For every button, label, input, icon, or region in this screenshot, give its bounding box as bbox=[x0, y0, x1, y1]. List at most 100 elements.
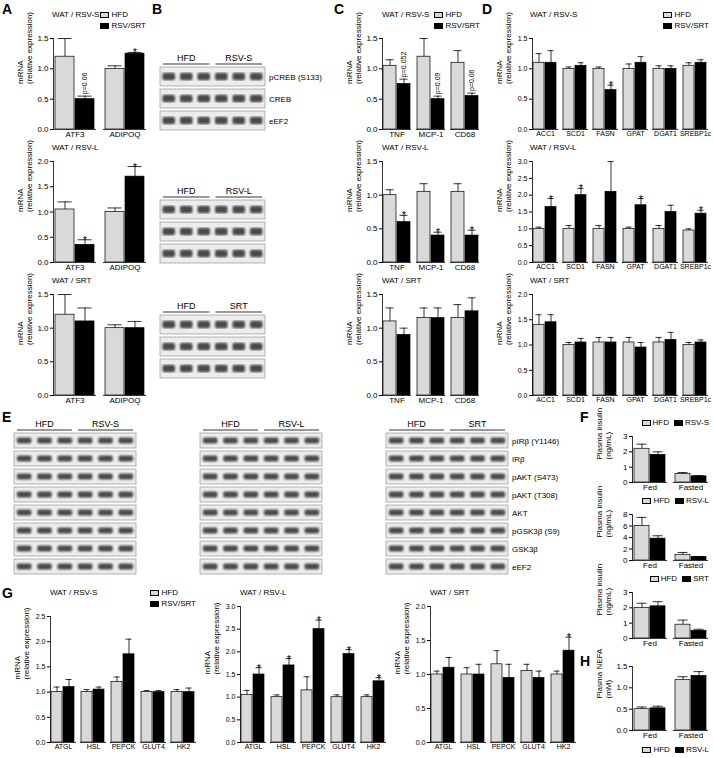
svg-text:HK2: HK2 bbox=[367, 743, 381, 750]
svg-text:0.5: 0.5 bbox=[616, 705, 628, 714]
svg-text:F: F bbox=[580, 409, 589, 425]
svg-text:*: * bbox=[377, 672, 382, 684]
svg-text:0: 0 bbox=[623, 634, 628, 643]
svg-text:GPAT: GPAT bbox=[626, 396, 645, 403]
svg-text:RSV-L: RSV-L bbox=[278, 419, 304, 429]
svg-text:Plasma NEFA(mM): Plasma NEFA(mM) bbox=[595, 648, 613, 698]
svg-text:IRβ: IRβ bbox=[512, 455, 525, 464]
svg-text:TNF: TNF bbox=[389, 130, 405, 139]
svg-text:0.0: 0.0 bbox=[366, 258, 378, 267]
svg-text:HFD: HFD bbox=[221, 419, 240, 429]
svg-text:*: * bbox=[579, 182, 584, 194]
svg-text:Fasted: Fasted bbox=[679, 731, 703, 740]
svg-text:FASN: FASN bbox=[596, 130, 614, 137]
svg-text:3: 3 bbox=[623, 432, 628, 441]
svg-text:ATF3: ATF3 bbox=[66, 263, 86, 272]
svg-text:GLUT4: GLUT4 bbox=[332, 743, 355, 750]
svg-text:SRT: SRT bbox=[230, 301, 248, 311]
svg-text:ATF3: ATF3 bbox=[66, 130, 86, 139]
svg-text:1.0: 1.0 bbox=[416, 671, 426, 678]
svg-text:SCD1: SCD1 bbox=[566, 130, 585, 137]
svg-text:*: * bbox=[347, 644, 352, 656]
svg-text:ATGL: ATGL bbox=[245, 743, 263, 750]
svg-text:1.5: 1.5 bbox=[37, 182, 49, 191]
svg-text:*: * bbox=[436, 226, 441, 238]
svg-text:ATGL: ATGL bbox=[55, 743, 73, 750]
svg-text:mRNA(relative expression): mRNA(relative expression) bbox=[16, 273, 34, 345]
svg-text:0.0: 0.0 bbox=[37, 258, 49, 267]
svg-text:0.5: 0.5 bbox=[36, 714, 46, 721]
svg-text:HK2: HK2 bbox=[557, 743, 571, 750]
svg-text:mRNA(relative expression): mRNA(relative expression) bbox=[495, 273, 513, 345]
svg-text:ADIPOQ: ADIPOQ bbox=[109, 396, 140, 405]
svg-text:0.0: 0.0 bbox=[36, 739, 46, 746]
svg-text:HSL: HSL bbox=[87, 743, 101, 750]
svg-text:SREBP1c: SREBP1c bbox=[680, 396, 712, 403]
svg-text:0.5: 0.5 bbox=[518, 366, 528, 373]
svg-text:1.0: 1.0 bbox=[518, 225, 528, 232]
svg-text:*: * bbox=[287, 653, 292, 665]
svg-text:mRNA(relative expression): mRNA(relative expression) bbox=[495, 12, 513, 84]
svg-text:Fasted: Fasted bbox=[679, 483, 703, 492]
svg-text:3: 3 bbox=[623, 588, 628, 597]
svg-text:0.0: 0.0 bbox=[518, 259, 528, 266]
svg-text:GLUT4: GLUT4 bbox=[522, 743, 545, 750]
svg-text:ACC1: ACC1 bbox=[536, 396, 555, 403]
svg-text:1.5: 1.5 bbox=[366, 290, 378, 299]
svg-text:0.0: 0.0 bbox=[616, 726, 628, 735]
svg-text:0.0: 0.0 bbox=[416, 739, 426, 746]
svg-text:TNF: TNF bbox=[389, 263, 405, 272]
svg-text:AKT: AKT bbox=[512, 509, 528, 518]
svg-text:DGAT1: DGAT1 bbox=[654, 263, 677, 270]
svg-text:PEPCK: PEPCK bbox=[112, 743, 136, 750]
svg-text:ACC1: ACC1 bbox=[536, 130, 555, 137]
svg-text:ATF3: ATF3 bbox=[66, 396, 86, 405]
svg-text:B: B bbox=[152, 1, 162, 17]
svg-text:1.0: 1.0 bbox=[36, 688, 46, 695]
svg-text:1.5: 1.5 bbox=[366, 157, 378, 166]
svg-text:0.5: 0.5 bbox=[226, 716, 236, 723]
svg-text:ADIPOQ: ADIPOQ bbox=[109, 130, 140, 139]
svg-text:RSV-S: RSV-S bbox=[92, 419, 119, 429]
svg-text:Plasma insulin(ng/mL): Plasma insulin(ng/mL) bbox=[595, 486, 613, 538]
svg-text:Fasted: Fasted bbox=[679, 561, 703, 570]
svg-text:pIRβ (Y1146): pIRβ (Y1146) bbox=[512, 437, 559, 446]
svg-text:0.5: 0.5 bbox=[366, 95, 378, 104]
svg-text:pAKT (T308): pAKT (T308) bbox=[512, 491, 558, 500]
svg-text:1.0: 1.0 bbox=[37, 324, 49, 333]
svg-text:2.5: 2.5 bbox=[518, 175, 528, 182]
svg-text:4: 4 bbox=[623, 533, 628, 542]
svg-text:MCP-1: MCP-1 bbox=[419, 130, 444, 139]
svg-text:*: * bbox=[257, 662, 262, 674]
svg-text:mRNA(relative expression): mRNA(relative expression) bbox=[393, 602, 411, 674]
svg-text:RSV-L: RSV-L bbox=[226, 186, 252, 196]
svg-text:Fed: Fed bbox=[643, 561, 657, 570]
svg-text:p=0.09: p=0.09 bbox=[434, 72, 442, 94]
svg-text:2.0: 2.0 bbox=[36, 638, 46, 645]
svg-text:1.0: 1.0 bbox=[37, 64, 49, 73]
svg-text:PEPCK: PEPCK bbox=[302, 743, 326, 750]
svg-text:0.0: 0.0 bbox=[518, 126, 528, 133]
svg-text:2.5: 2.5 bbox=[36, 613, 46, 620]
svg-text:GLUT4: GLUT4 bbox=[142, 743, 165, 750]
svg-text:0: 0 bbox=[623, 478, 628, 487]
svg-text:0.5: 0.5 bbox=[37, 357, 49, 366]
svg-text:3.0: 3.0 bbox=[518, 158, 528, 165]
svg-text:Plasma insulin(ng/mL): Plasma insulin(ng/mL) bbox=[595, 408, 613, 460]
svg-text:2.5: 2.5 bbox=[226, 625, 236, 632]
svg-text:SREBP1c: SREBP1c bbox=[680, 130, 712, 137]
svg-text:0.5: 0.5 bbox=[37, 233, 49, 242]
svg-text:HSL: HSL bbox=[467, 743, 481, 750]
svg-text:CREB: CREB bbox=[269, 95, 291, 104]
svg-text:DGAT1: DGAT1 bbox=[654, 130, 677, 137]
svg-text:1.0: 1.0 bbox=[226, 693, 236, 700]
svg-text:Plasma insulin(ng/mL): Plasma insulin(ng/mL) bbox=[595, 564, 613, 616]
svg-text:8: 8 bbox=[623, 510, 628, 519]
svg-text:2.0: 2.0 bbox=[226, 648, 236, 655]
svg-text:1: 1 bbox=[623, 619, 628, 628]
svg-text:*: * bbox=[639, 193, 644, 205]
svg-text:SCD1: SCD1 bbox=[566, 396, 585, 403]
svg-text:CD68: CD68 bbox=[455, 396, 476, 405]
svg-text:Fed: Fed bbox=[643, 639, 657, 648]
svg-text:0.0: 0.0 bbox=[366, 391, 378, 400]
